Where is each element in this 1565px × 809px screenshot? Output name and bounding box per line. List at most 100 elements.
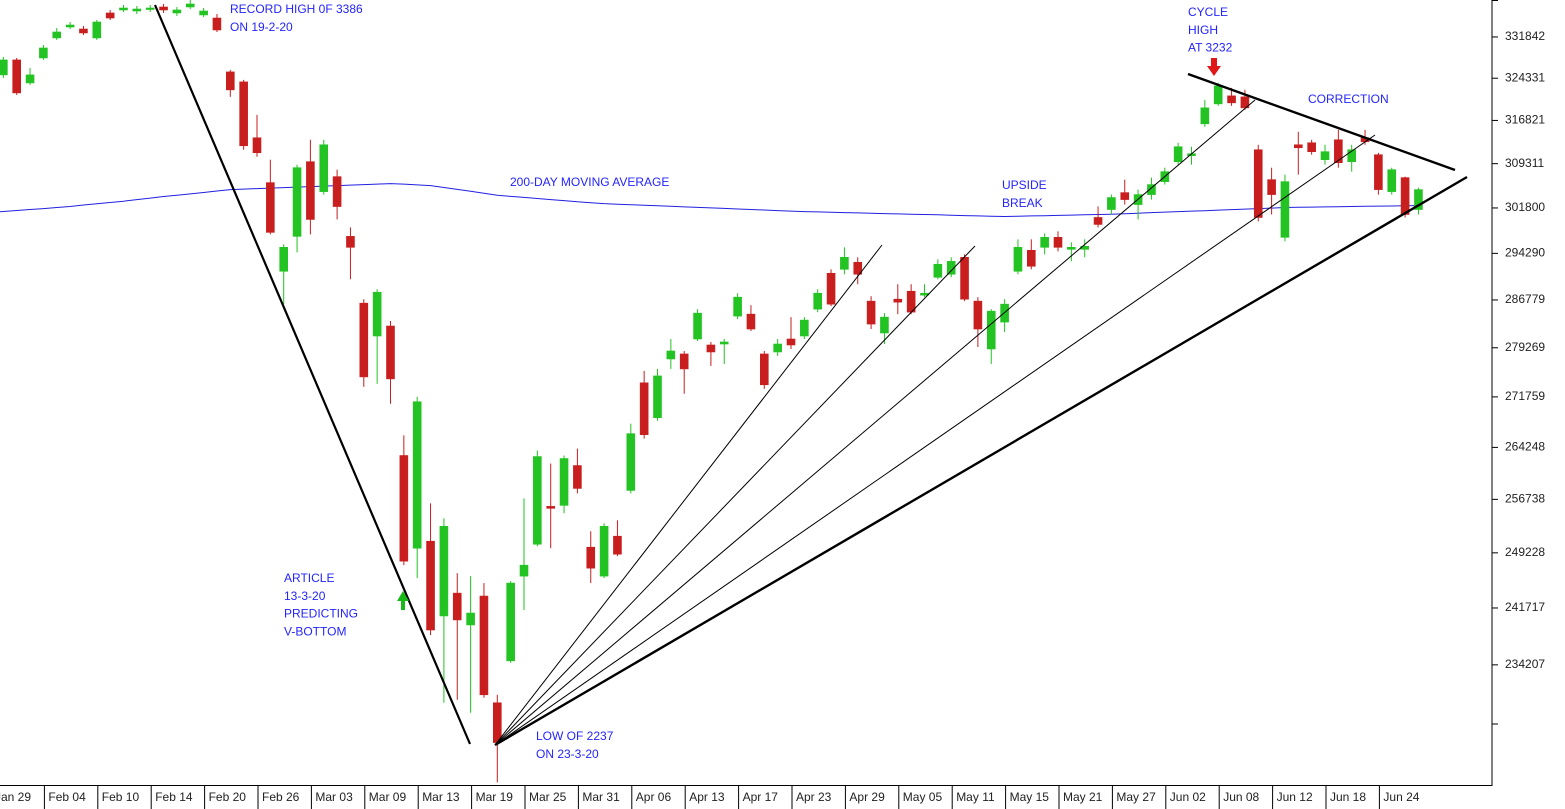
candle-body	[960, 256, 969, 300]
candle-body	[599, 525, 609, 577]
candle-body	[1093, 217, 1103, 225]
candle-body	[479, 595, 489, 696]
candle-body	[332, 176, 342, 207]
candle-body	[159, 6, 168, 11]
x-tick-label: Jun 02	[1170, 790, 1206, 804]
annotation: ON 23-3-20	[536, 747, 599, 761]
candle-body	[279, 247, 289, 272]
y-tick-label: 316821	[1505, 113, 1545, 127]
candle-body	[893, 298, 903, 303]
candle-body	[439, 525, 449, 617]
candle-body	[1013, 247, 1023, 272]
candle-body	[412, 401, 422, 549]
annotation: AT 3232	[1188, 41, 1233, 55]
x-tick-label: Apr 13	[689, 790, 725, 804]
x-tick-label: May 11	[956, 790, 995, 804]
candle-body	[39, 47, 48, 59]
candle-body	[1053, 237, 1063, 248]
candle-body	[1213, 85, 1223, 105]
y-tick-label: 286779	[1505, 292, 1545, 306]
candle-body	[226, 71, 235, 91]
candle-body	[426, 540, 435, 631]
candle-body	[0, 59, 8, 76]
x-tick-label: Jan 29	[0, 790, 31, 804]
candle-body	[1320, 151, 1330, 161]
y-tick-label: 301800	[1505, 200, 1545, 214]
moving-average-line	[0, 183, 1419, 218]
candle-body	[1414, 189, 1423, 210]
y-tick-label: 309311	[1505, 156, 1544, 170]
candle-body	[252, 137, 262, 154]
candle-body	[546, 506, 556, 509]
candle-body	[573, 465, 582, 489]
candle-body	[12, 59, 21, 94]
x-tick-label: Feb 14	[155, 790, 193, 804]
candle-body	[666, 350, 676, 360]
candle-body	[1120, 192, 1130, 200]
candle-body	[773, 343, 782, 353]
candle-body	[1240, 96, 1250, 109]
x-tick-label: Feb 20	[209, 790, 247, 804]
y-tick-label: 249228	[1505, 545, 1545, 559]
candle-body	[359, 302, 369, 378]
annotations: RECORD HIGH 0F 3386 ON 19-2-20 CYCLE HIGH AT…	[230, 2, 1389, 761]
candle-body	[786, 338, 796, 346]
x-tick-label: Mar 31	[582, 790, 620, 804]
candle-body	[853, 261, 863, 275]
candle-body	[239, 81, 248, 147]
candle-body	[733, 296, 742, 317]
annotation: V-BOTTOM	[284, 624, 346, 638]
candle-body	[65, 24, 75, 28]
x-tick-label: Mar 19	[476, 790, 514, 804]
candle-body	[973, 300, 983, 330]
y-tick-label: 324331	[1505, 70, 1545, 84]
candle-body	[346, 236, 355, 248]
candle-body	[105, 12, 115, 19]
candle-body	[826, 272, 836, 305]
fan-line	[494, 134, 1376, 746]
candle-body	[840, 256, 849, 270]
x-tick-label: Apr 23	[796, 790, 832, 804]
annotation: ON 19-2-20	[230, 20, 293, 34]
candle-body	[306, 161, 315, 220]
candle-body	[79, 28, 88, 34]
candle-body	[933, 263, 943, 278]
candle-body	[639, 382, 649, 435]
annotation: PREDICTING	[284, 607, 358, 621]
candle-body	[386, 325, 395, 380]
candle-body	[1307, 142, 1316, 153]
candle-body	[1107, 197, 1116, 210]
candle-body	[519, 564, 529, 577]
candle-body	[986, 310, 996, 350]
candle-body	[626, 433, 636, 491]
candle-body	[759, 353, 769, 386]
candle-body	[1027, 250, 1036, 267]
candle-body	[880, 316, 889, 334]
y-tick-label: 271759	[1505, 389, 1545, 403]
annotation: BREAK	[1002, 196, 1043, 210]
candle-body	[119, 7, 128, 11]
candle-body	[1067, 247, 1076, 250]
x-tick-label: Mar 25	[529, 790, 567, 804]
candle-body	[319, 144, 329, 192]
y-tick-label: 241717	[1505, 600, 1545, 614]
x-tick-label: Jun 08	[1223, 790, 1259, 804]
x-tick-label: Apr 06	[636, 790, 672, 804]
y-tick-label: 234207	[1505, 657, 1545, 671]
annotation: RECORD HIGH 0F 3386	[230, 2, 363, 16]
candle-body	[653, 375, 662, 418]
candle-body	[1374, 154, 1383, 190]
trend-line	[494, 175, 1468, 747]
candle-body	[292, 167, 302, 237]
fan-line	[494, 245, 976, 746]
candle-body	[1040, 237, 1049, 248]
candle-body	[586, 546, 596, 569]
trend-line	[1187, 72, 1456, 172]
annotation: HIGH	[1188, 23, 1218, 37]
annotation: CORRECTION	[1308, 92, 1389, 106]
candle-body	[145, 7, 155, 10]
annotation: 200-DAY MOVING AVERAGE	[510, 175, 669, 189]
candle-body	[1387, 169, 1397, 192]
